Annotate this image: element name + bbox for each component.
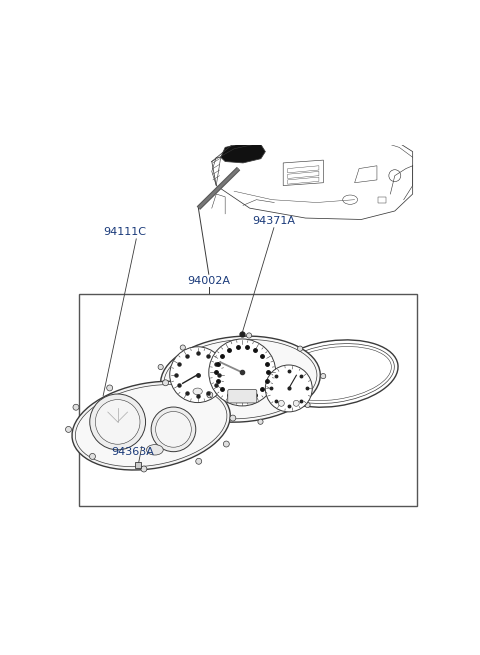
Bar <box>79 293 417 506</box>
Text: 94363A: 94363A <box>111 447 154 457</box>
Bar <box>269 376 288 385</box>
Bar <box>378 196 386 204</box>
Circle shape <box>230 415 236 421</box>
Circle shape <box>156 411 192 447</box>
Circle shape <box>293 400 299 406</box>
Circle shape <box>96 400 140 444</box>
Circle shape <box>196 458 202 464</box>
Circle shape <box>151 407 196 452</box>
Circle shape <box>278 400 284 406</box>
Circle shape <box>89 453 96 459</box>
Ellipse shape <box>72 381 230 470</box>
Circle shape <box>163 380 168 386</box>
Circle shape <box>207 392 213 398</box>
Text: 94371A: 94371A <box>252 216 295 226</box>
Text: 94002A: 94002A <box>187 276 230 286</box>
Circle shape <box>170 346 226 403</box>
Circle shape <box>180 345 185 350</box>
FancyBboxPatch shape <box>228 390 257 403</box>
Polygon shape <box>221 143 265 163</box>
Ellipse shape <box>75 384 227 466</box>
Ellipse shape <box>193 388 202 395</box>
Circle shape <box>223 441 229 447</box>
Circle shape <box>90 394 145 450</box>
Circle shape <box>209 339 276 406</box>
Circle shape <box>73 404 79 410</box>
Circle shape <box>141 466 147 472</box>
Circle shape <box>158 364 163 369</box>
Circle shape <box>258 419 263 424</box>
Circle shape <box>305 402 310 407</box>
Circle shape <box>298 346 303 351</box>
Circle shape <box>66 426 72 432</box>
Circle shape <box>162 394 167 400</box>
Circle shape <box>107 385 113 391</box>
Circle shape <box>265 365 312 412</box>
Circle shape <box>247 333 252 338</box>
Text: 94111C: 94111C <box>104 227 146 237</box>
Circle shape <box>321 373 326 379</box>
Ellipse shape <box>146 445 163 455</box>
Circle shape <box>202 416 207 421</box>
Ellipse shape <box>161 336 320 422</box>
